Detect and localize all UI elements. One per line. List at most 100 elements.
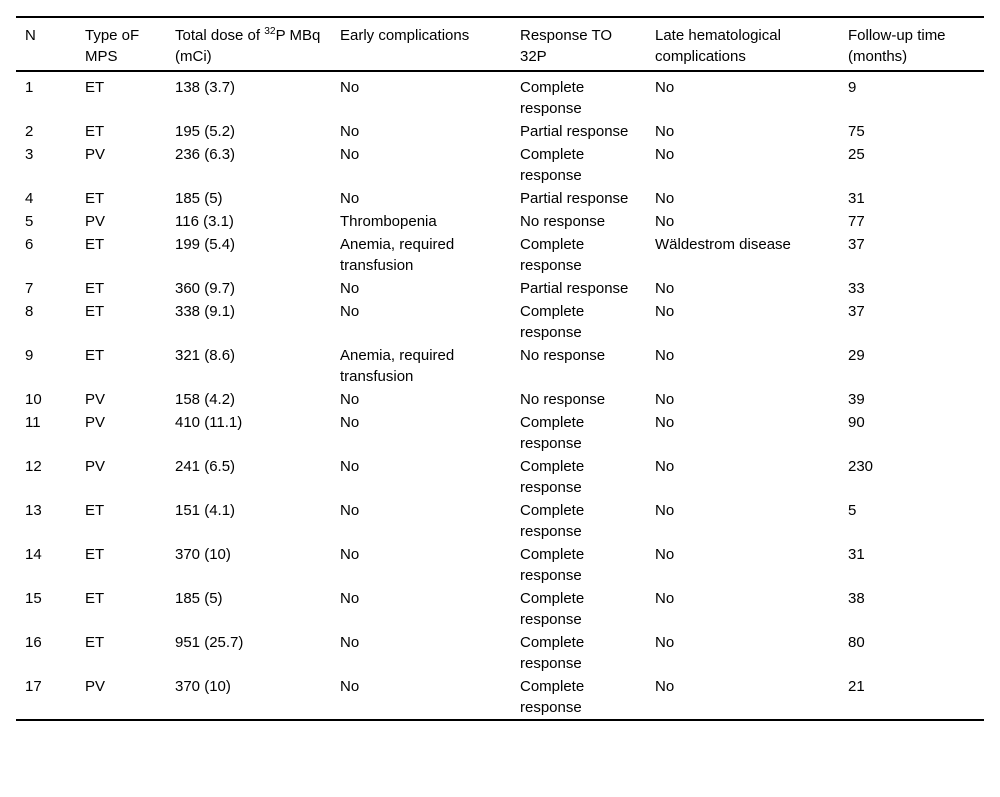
cell-early: No [340,303,360,320]
table-row: 17 PV 370 (10) No Complete response No 21 [16,675,984,720]
cell-response: Complete response [520,414,585,452]
cell-late: No [655,213,675,230]
cell-n: 8 [25,303,34,320]
cell-followup: 75 [848,123,865,140]
cell-type: ET [85,634,105,651]
table-row: 5 PV 116 (3.1) Thrombopenia No response No 77 [16,210,984,233]
table-row: 8 ET 338 (9.1) No Complete response No 37 [16,300,984,344]
cell-early: No [340,190,360,207]
cell-response: Complete response [520,458,585,496]
cell-type: PV [85,213,106,230]
cell-followup: 5 [848,502,857,519]
cell-dose: 236 (6.3) [175,146,236,163]
cell-followup: 90 [848,414,865,431]
cell-response: Complete response [520,502,585,540]
cell-followup: 31 [848,190,865,207]
cell-followup: 29 [848,347,865,364]
table-row: 1 ET 138 (3.7) No Complete response No 9 [16,71,984,120]
cell-response: Complete response [520,236,585,274]
cell-response: Complete response [520,634,585,672]
cell-n: 10 [25,391,42,408]
cell-late: No [655,414,675,431]
cell-type: PV [85,146,106,163]
cell-dose: 138 (3.7) [175,79,236,96]
cell-n: 7 [25,280,34,297]
cell-n: 14 [25,546,42,563]
cell-dose: 185 (5) [175,190,223,207]
table-row: 7 ET 360 (9.7) No Partial response No 33 [16,277,984,300]
cell-late: No [655,458,675,475]
cell-type: PV [85,391,106,408]
cell-response: Complete response [520,590,585,628]
col-header-total-dose: Total dose of 32P MBq (mCi) [166,17,331,72]
table-row: 13 ET 151 (4.1) No Complete response No 5 [16,499,984,543]
cell-type: ET [85,236,105,253]
cell-n: 16 [25,634,42,651]
cell-followup: 77 [848,213,865,230]
cell-early: No [340,502,360,519]
col-header-type-mps: Type oF MPS [76,17,166,72]
cell-type: ET [85,280,105,297]
cell-late: No [655,590,675,607]
cell-response: Complete response [520,303,585,341]
cell-dose: 321 (8.6) [175,347,236,364]
cell-dose: 199 (5.4) [175,236,236,253]
cell-type: PV [85,414,106,431]
cell-late: No [655,546,675,563]
cell-dose: 151 (4.1) [175,502,236,519]
cell-early: No [340,546,360,563]
cell-late: No [655,391,675,408]
cell-n: 3 [25,146,34,163]
cell-dose: 370 (10) [175,546,231,563]
cell-dose: 195 (5.2) [175,123,236,140]
cell-dose: 241 (6.5) [175,458,236,475]
cell-late: No [655,79,675,96]
table-row: 2 ET 195 (5.2) No Partial response No 75 [16,120,984,143]
cell-early: No [340,391,360,408]
cell-dose: 338 (9.1) [175,303,236,320]
col-header-early-complications: Early complications [331,17,511,72]
cell-n: 2 [25,123,34,140]
cell-followup: 38 [848,590,865,607]
col-header-followup: Follow-up time (months) [839,17,984,72]
cell-late: No [655,347,675,364]
table-row: 14 ET 370 (10) No Complete response No 31 [16,543,984,587]
dose-header-superscript: 32 [264,26,276,37]
cell-early: No [340,458,360,475]
cell-followup: 21 [848,678,865,695]
cell-type: ET [85,190,105,207]
cell-response: No response [520,213,606,230]
table-row: 3 PV 236 (6.3) No Complete response No 25 [16,143,984,187]
cell-followup: 80 [848,634,865,651]
cell-followup: 37 [848,236,865,253]
cell-early: No [340,79,360,96]
cell-late: No [655,678,675,695]
cell-response: Complete response [520,546,585,584]
cell-followup: 9 [848,79,857,96]
patients-table: N Type oF MPS Total dose of 32P MBq (mCi… [16,16,984,721]
patients-table-container: N Type oF MPS Total dose of 32P MBq (mCi… [16,16,984,721]
table-row: 11 PV 410 (11.1) No Complete response No 90 [16,411,984,455]
col-header-response: Response TO 32P [511,17,646,72]
cell-followup: 33 [848,280,865,297]
cell-n: 15 [25,590,42,607]
cell-n: 12 [25,458,42,475]
cell-dose: 158 (4.2) [175,391,236,408]
cell-type: ET [85,590,105,607]
cell-late: No [655,502,675,519]
cell-followup: 39 [848,391,865,408]
table-body: 1 ET 138 (3.7) No Complete response No 9 2 ET 195… [16,71,984,720]
cell-followup: 31 [848,546,865,563]
cell-type: ET [85,79,105,96]
cell-late: No [655,190,675,207]
table-row: 15 ET 185 (5) No Complete response No 38 [16,587,984,631]
cell-late: No [655,634,675,651]
cell-response: No response [520,347,606,364]
cell-response: No response [520,391,606,408]
cell-n: 4 [25,190,34,207]
cell-dose: 360 (9.7) [175,280,236,297]
cell-early: No [340,678,360,695]
cell-early: No [340,280,360,297]
cell-early: No [340,590,360,607]
cell-early: Anemia, required transfusion [340,236,455,274]
